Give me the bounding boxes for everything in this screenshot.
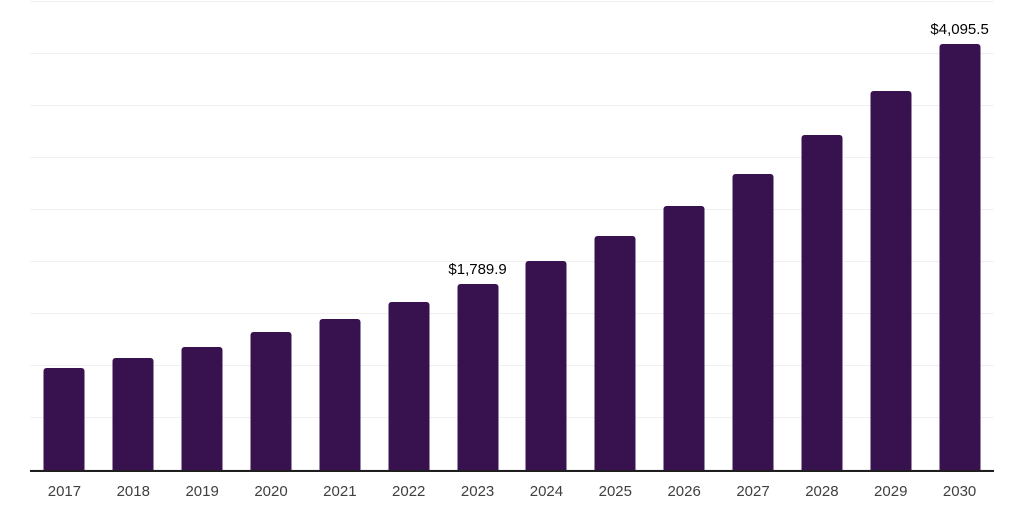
bar-slot: [787, 2, 856, 470]
x-tick-2022: 2022: [392, 483, 426, 500]
bar-2025: [594, 236, 636, 470]
x-tick-2025: 2025: [598, 483, 632, 500]
gridline: [30, 313, 994, 315]
bar-2023: [457, 283, 499, 470]
bar-slot: [512, 2, 581, 470]
bar-2022: [388, 302, 430, 470]
gridline: [30, 53, 994, 54]
gridline: [30, 209, 994, 210]
plot-area: $1,789.9 $4,095.5: [30, 1, 994, 472]
x-tick-2029: 2029: [874, 483, 908, 500]
bar-slot: [168, 2, 237, 470]
bar-slot: [856, 2, 925, 470]
value-label-2023: $1,789.9: [448, 260, 507, 278]
bar-2028: [801, 135, 843, 470]
bar-slot: [30, 2, 99, 470]
bar-slot: [581, 2, 650, 470]
bars-container: $1,789.9 $4,095.5: [30, 2, 994, 470]
x-tick-2017: 2017: [47, 483, 82, 500]
x-tick-2020: 2020: [254, 483, 288, 500]
bar-slot: $4,095.5: [925, 2, 994, 470]
x-tick-2024: 2024: [529, 483, 564, 500]
value-label-2030: $4,095.5: [930, 21, 989, 39]
gridline: [30, 105, 994, 106]
bar-2019: [181, 346, 223, 470]
x-tick-2023: 2023: [460, 483, 495, 500]
bar-slot: [237, 2, 306, 470]
bar-2020: [250, 332, 292, 470]
x-tick-2018: 2018: [116, 483, 150, 500]
bar-slot: [374, 2, 443, 470]
bar-2030: [939, 44, 981, 470]
x-tick-2021: 2021: [323, 483, 357, 500]
bar-slot: [650, 2, 719, 470]
bar-2027: [732, 174, 774, 470]
bar-2029: [870, 91, 912, 470]
gridline: [30, 1, 994, 2]
bar-slot: [305, 2, 374, 470]
gridline: [30, 261, 994, 262]
bar-2017: [43, 368, 85, 470]
bar-2018: [112, 358, 154, 470]
gridline: [30, 157, 994, 159]
x-tick-2026: 2026: [667, 483, 701, 500]
bar-2021: [319, 319, 361, 470]
x-tick-2027: 2027: [736, 483, 770, 500]
x-tick-2028: 2028: [805, 483, 839, 500]
bar-slot: [719, 2, 788, 470]
x-tick-2019: 2019: [185, 483, 219, 500]
gridline: [30, 469, 994, 470]
x-tick-2030: 2030: [942, 483, 977, 500]
bar-slot: $1,789.9: [443, 2, 512, 470]
x-axis-labels: 2017 2018 2019 2020 2021 2022 2023 2024 2025 2026…: [30, 474, 994, 512]
bar-slot: [99, 2, 168, 470]
gridline: [30, 365, 994, 366]
bar-2026: [663, 206, 705, 470]
bar-2024: [525, 261, 567, 470]
gridline: [30, 417, 994, 418]
